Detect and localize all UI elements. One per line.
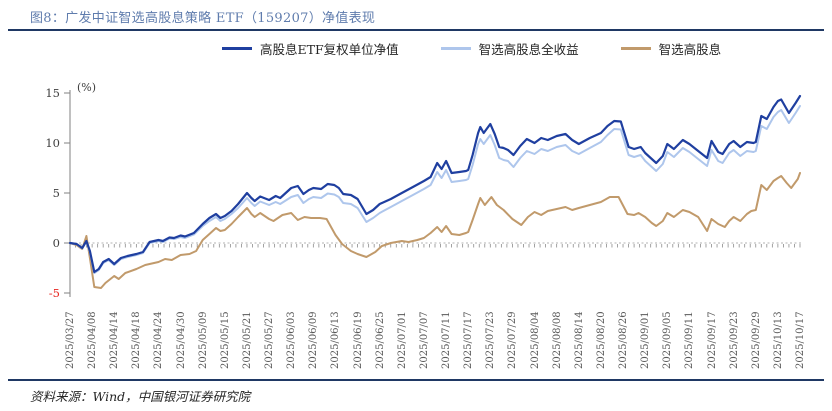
line-swatch-icon bbox=[620, 47, 651, 50]
series-line-etf-nav bbox=[68, 94, 802, 274]
x-tick-label: 2025/07/11 bbox=[441, 311, 453, 369]
line-swatch-icon bbox=[440, 47, 471, 50]
x-tick-label: 2025/08/20 bbox=[595, 311, 607, 369]
x-tick-label: 2025/09/23 bbox=[728, 311, 740, 369]
x-tick-label: 2025/05/09 bbox=[197, 311, 209, 369]
x-tick-label: 2025/09/01 bbox=[640, 311, 652, 369]
x-tick-label: 2025/06/25 bbox=[374, 311, 386, 369]
x-tick-label: 2025/09/05 bbox=[662, 311, 674, 369]
x-tick-label: 2025/09/17 bbox=[706, 311, 718, 369]
x-tick-label: 2025/05/15 bbox=[219, 311, 231, 369]
x-tick-label: 2025/08/08 bbox=[551, 311, 563, 369]
x-tick-label: 2025/07/07 bbox=[418, 311, 430, 369]
x-tick-label: 2025/06/13 bbox=[330, 311, 342, 369]
legend-item-tr-index: 智选高股息全收益 bbox=[440, 39, 579, 58]
y-tick-label: 10 bbox=[45, 136, 60, 150]
series-line-tr-index bbox=[69, 105, 801, 274]
x-tick-label: 2025/07/29 bbox=[507, 311, 519, 369]
x-tick-label: 2025/10/13 bbox=[772, 311, 784, 369]
x-tick-label: 2025/08/26 bbox=[618, 311, 630, 369]
x-tick-label: 2025/04/14 bbox=[109, 311, 121, 369]
x-tick-label: 2025/10/17 bbox=[795, 311, 806, 369]
line-swatch-icon bbox=[222, 47, 252, 50]
x-tick-label: 2025/05/21 bbox=[241, 311, 253, 369]
x-tick-label: 2025/04/24 bbox=[153, 311, 165, 369]
legend-item-pr-index: 智选高股息 bbox=[620, 39, 722, 58]
x-tick-label: 2025/07/01 bbox=[396, 311, 408, 369]
source-divider bbox=[8, 379, 824, 381]
x-tick-label: 2025/08/14 bbox=[573, 311, 585, 369]
y-tick-label: 0 bbox=[52, 236, 60, 250]
x-tick-label: 2025/09/29 bbox=[750, 311, 762, 369]
x-tick-label: 2025/09/11 bbox=[684, 311, 696, 369]
x-tick-label: 2025/04/30 bbox=[175, 311, 187, 369]
x-tick-label: 2025/06/09 bbox=[308, 311, 320, 369]
x-tick-label: 2025/05/27 bbox=[264, 311, 276, 369]
legend: 高股息ETF复权单位净值 智选高股息全收益 智选高股息 bbox=[222, 39, 721, 58]
x-tick-label: 2025/07/17 bbox=[463, 311, 475, 369]
series-line-pr-index bbox=[69, 172, 801, 289]
x-tick-label: 2025/04/08 bbox=[87, 311, 99, 369]
legend-label: 智选高股息全收益 bbox=[478, 42, 579, 57]
x-tick-label: 2025/07/23 bbox=[485, 311, 497, 369]
x-tick-label: 2025/06/19 bbox=[352, 311, 364, 369]
y-axis-unit-label: (%) bbox=[77, 81, 97, 94]
x-tick-label: 2025/04/18 bbox=[131, 311, 143, 369]
legend-label: 智选高股息 bbox=[658, 42, 722, 57]
y-tick-label: -5 bbox=[48, 286, 60, 300]
x-tick-label: 2025/08/04 bbox=[529, 311, 541, 369]
x-tick-label: 2025/06/03 bbox=[286, 311, 298, 369]
page-title: 图8：广发中证智选高股息策略 ETF（159207）净值表现 bbox=[30, 11, 376, 26]
source-note: 资料来源：Wind，中国银河证券研究院 bbox=[30, 389, 251, 404]
legend-label: 高股息ETF复权单位净值 bbox=[260, 42, 399, 57]
x-tick-label: 2025/03/27 bbox=[65, 311, 76, 369]
legend-item-etf-nav: 高股息ETF复权单位净值 bbox=[222, 39, 399, 58]
y-tick-label: 15 bbox=[45, 86, 60, 100]
y-tick-label: 5 bbox=[52, 186, 60, 200]
title-divider bbox=[8, 29, 824, 31]
